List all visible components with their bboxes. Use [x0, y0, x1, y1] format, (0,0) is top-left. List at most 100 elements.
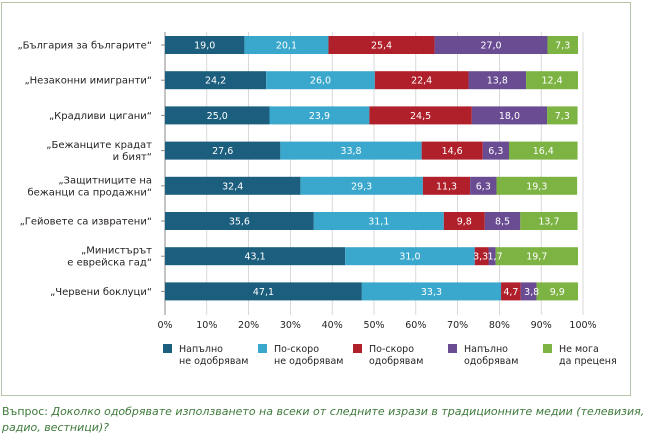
bar-segment	[484, 212, 521, 230]
legend-label: Не мога	[559, 344, 599, 355]
legend-label: Напълно	[179, 344, 223, 355]
bar-segment	[244, 36, 329, 54]
category-label: е еврейска гад“	[67, 258, 152, 269]
data-label: 13,7	[538, 217, 559, 228]
bar-segment	[468, 71, 527, 90]
data-label: 24,5	[410, 111, 431, 122]
question-prefix: Въпрос:	[2, 405, 52, 418]
legend-label: одобрявам	[464, 356, 518, 367]
data-label: 3,3	[473, 252, 488, 263]
data-label: 18,0	[499, 111, 520, 122]
data-label: 35,6	[229, 217, 250, 228]
category-label: „Министърът	[81, 246, 152, 257]
data-label: 6,3	[476, 181, 491, 192]
data-label: 47,1	[253, 287, 274, 298]
bar-segment	[471, 106, 548, 125]
legend-label: одобрявам	[369, 356, 423, 367]
legend-label: Напълно	[464, 344, 508, 355]
legend-label: да преценя	[559, 356, 617, 367]
category-label: „България за българите“	[17, 41, 152, 52]
category-label: „Бежанците крадат	[46, 140, 152, 151]
bar-segment	[165, 176, 301, 195]
data-label: 7,3	[555, 41, 570, 52]
bar-segment	[536, 282, 578, 301]
bar-segment	[474, 247, 489, 266]
x-tick-label: 60%	[405, 320, 426, 331]
data-label: 31,0	[399, 252, 420, 263]
data-label: 13,8	[487, 76, 508, 87]
category-label: „Защитниците на	[58, 175, 152, 186]
bar-segment	[165, 71, 267, 90]
category-label: бежанци са продажни“	[27, 187, 152, 198]
bar-segment	[313, 212, 444, 230]
bar-segment	[266, 71, 375, 90]
bar-segment	[345, 247, 475, 266]
bar-segment	[501, 282, 521, 301]
question-caption: Въпрос: Доколко одобрявате използването …	[2, 404, 652, 436]
bar-segment	[165, 36, 245, 54]
data-label: 27,6	[212, 146, 233, 157]
legend-label: не одобрявам	[179, 356, 248, 367]
category-label: „Незаконни имигранти“	[24, 76, 152, 87]
bar-segment	[165, 212, 314, 230]
bar-segment	[496, 176, 578, 195]
data-label: 6,3	[488, 146, 503, 157]
bar-segment	[488, 247, 496, 266]
legend-label: По-скоро	[369, 344, 414, 355]
bar-segment	[374, 71, 469, 90]
data-label: 33,8	[340, 146, 361, 157]
data-label: 20,1	[276, 41, 297, 52]
x-tick-label: 100%	[569, 320, 596, 331]
x-tick-label: 10%	[196, 320, 217, 331]
bar-segment	[269, 106, 370, 125]
chart-frame	[1, 2, 631, 396]
data-label: 7,3	[555, 111, 570, 122]
bar-segment	[280, 141, 422, 160]
data-label: 8,5	[495, 217, 510, 228]
bar-segment	[165, 106, 270, 125]
data-label: 26,0	[310, 76, 331, 87]
bar-segment	[520, 282, 537, 301]
category-label: „Гейовете са извратени“	[20, 217, 152, 228]
data-label: 25,4	[371, 41, 392, 52]
bar-segment	[547, 36, 578, 54]
data-label: 19,7	[526, 252, 547, 263]
bar-segment	[165, 247, 346, 266]
data-label: 14,6	[442, 146, 463, 157]
data-label: 23,9	[309, 111, 330, 122]
data-label: 19,3	[526, 181, 547, 192]
data-label: 12,4	[541, 76, 562, 87]
bar-segment	[328, 36, 435, 54]
data-label: 43,1	[245, 252, 266, 263]
bar-segment	[361, 282, 502, 301]
data-label: 11,3	[436, 181, 457, 192]
data-label: 32,4	[222, 181, 243, 192]
bar-segment	[369, 106, 472, 125]
legend-swatch	[543, 344, 552, 353]
data-label: 24,2	[205, 76, 226, 87]
question-text: Доколко одобрявате използването на всеки…	[2, 405, 645, 434]
data-label: 3,8	[524, 287, 539, 298]
legend-label: По-скоро	[274, 344, 319, 355]
bar-segment	[470, 176, 497, 195]
legend-label: не одобрявам	[274, 356, 343, 367]
bar-segment	[482, 141, 510, 160]
data-label: 9,9	[550, 287, 565, 298]
legend-swatch	[258, 344, 267, 353]
bar-segment	[422, 176, 471, 195]
data-label: 25,0	[207, 111, 228, 122]
bar-segment	[495, 247, 578, 266]
x-tick-label: 90%	[531, 320, 552, 331]
category-label: „Червени боклуци“	[50, 287, 152, 298]
data-label: 19,0	[194, 41, 215, 52]
legend-swatch	[163, 344, 172, 353]
bar-segment	[520, 212, 578, 230]
x-tick-label: 40%	[322, 320, 343, 331]
bar-segment	[526, 71, 578, 90]
bar-segment	[165, 141, 281, 160]
bar-segment	[443, 212, 485, 230]
stacked-bar-chart: 19,0 20,1 25,4 27,0 7,3 24,2 26,0 22,4 13,8 12,4 2…	[17, 32, 617, 367]
x-tick-label: 50%	[363, 320, 384, 331]
bar-segment	[547, 106, 578, 125]
data-label: 22,4	[411, 76, 432, 87]
